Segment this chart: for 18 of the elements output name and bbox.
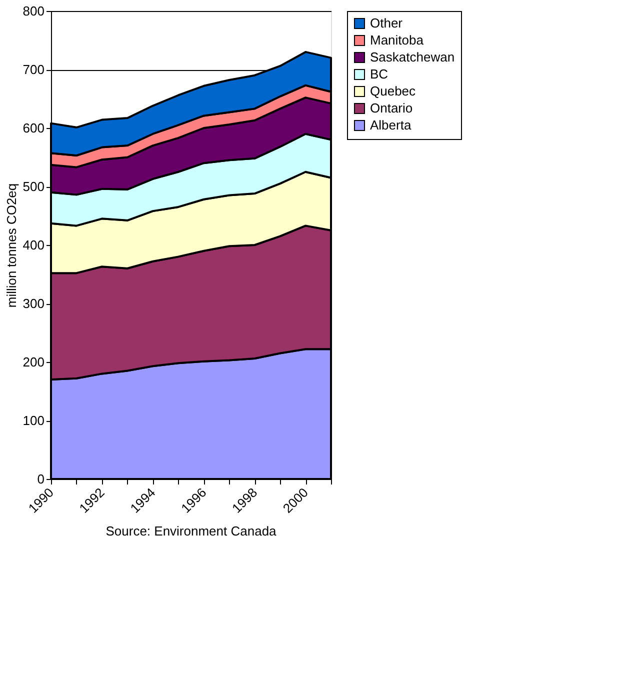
- y-axis-title: million tonnes CO2eq: [4, 183, 19, 308]
- legend-label: Saskatchewan: [370, 50, 455, 64]
- y-tick-label: 600: [22, 120, 44, 136]
- source-note: Source: Environment Canada: [106, 523, 278, 538]
- y-tick-label: 300: [22, 296, 44, 311]
- y-tick-label: 200: [22, 354, 44, 370]
- y-tick-label: 400: [22, 238, 44, 252]
- y-tick-label: 700: [22, 62, 44, 77]
- y-tick-label: 500: [22, 179, 44, 194]
- legend-label: Other: [370, 16, 404, 30]
- legend-label: Alberta: [370, 118, 412, 132]
- y-tick-label: 800: [22, 4, 44, 18]
- y-tick-label: 0: [37, 472, 44, 486]
- y-tick-label: 100: [22, 413, 44, 428]
- legend-label: Quebec: [370, 84, 416, 98]
- legend-label: Ontario: [370, 100, 413, 116]
- legend-label: Manitoba: [370, 32, 424, 48]
- legend-label: BC: [370, 66, 388, 82]
